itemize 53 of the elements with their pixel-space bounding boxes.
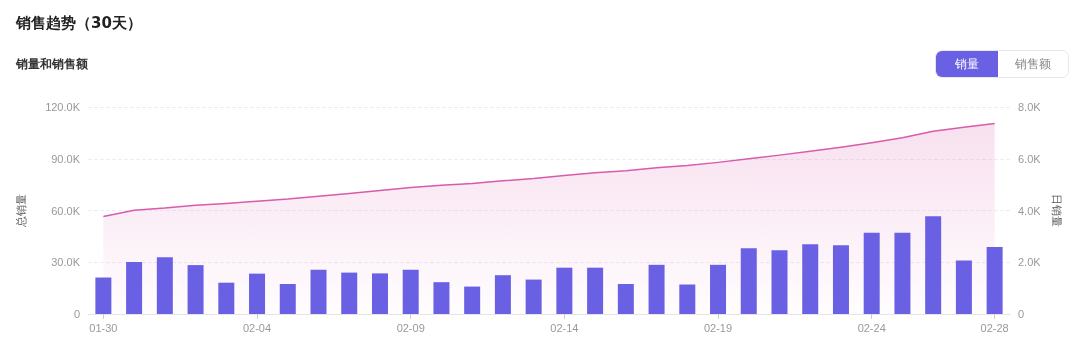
bar [218, 282, 235, 314]
bar [279, 283, 296, 314]
bar [986, 246, 1003, 314]
bar [341, 272, 358, 314]
bar [679, 284, 696, 314]
bar [617, 283, 634, 314]
bar [126, 261, 143, 314]
bar [648, 264, 665, 314]
y2-tick-label: 0 [1018, 308, 1025, 320]
bar [740, 248, 757, 314]
y-axis-title: 总销量 [14, 194, 27, 228]
text: 销量 [936, 51, 998, 77]
chart-subtitle: 销量和销售额 [16, 56, 88, 73]
bar [310, 269, 327, 314]
y2-tick-label: 4.0K [1018, 204, 1042, 217]
bar [802, 244, 819, 314]
bar [894, 232, 911, 314]
bar [494, 275, 511, 314]
bar [863, 232, 880, 314]
bar [433, 282, 450, 314]
x-tick-label: 01-30 [89, 321, 118, 334]
x-tick-label: 02-28 [980, 321, 1009, 334]
bar [710, 264, 727, 314]
y-tick-label: 60.0K [51, 204, 81, 217]
bar [187, 265, 204, 314]
x-tick-label: 02-24 [857, 321, 886, 334]
bar [371, 273, 388, 314]
bar [955, 260, 972, 314]
y2-tick-label: 2.0K [1018, 256, 1042, 269]
bar [464, 286, 481, 314]
y2-axis-title: 日销量 [1051, 194, 1064, 227]
y2-tick-label: 6.0K [1018, 152, 1042, 165]
bar [925, 216, 942, 314]
text: 销售额 [998, 51, 1068, 77]
bar [156, 257, 173, 314]
x-tick-label: 02-14 [550, 321, 579, 334]
bar [771, 250, 788, 314]
bar [525, 279, 542, 314]
y-tick-label: 30.0K [51, 256, 81, 269]
y-tick-label: 0 [73, 308, 80, 320]
y2-tick-label: 8.0K [1018, 101, 1042, 113]
x-tick-label: 02-19 [703, 321, 733, 334]
bar [587, 267, 604, 314]
bar [832, 245, 849, 314]
bar [556, 267, 573, 314]
chart-title: 销售趋势（30天） [16, 14, 142, 33]
x-tick-label: 02-09 [396, 321, 425, 334]
bar [249, 273, 266, 314]
y-tick-label: 90.0K [51, 152, 81, 165]
y-tick-label: 120.0K [45, 101, 81, 113]
x-tick-label: 02-04 [242, 321, 272, 334]
bar [95, 277, 112, 314]
bar [402, 269, 419, 314]
